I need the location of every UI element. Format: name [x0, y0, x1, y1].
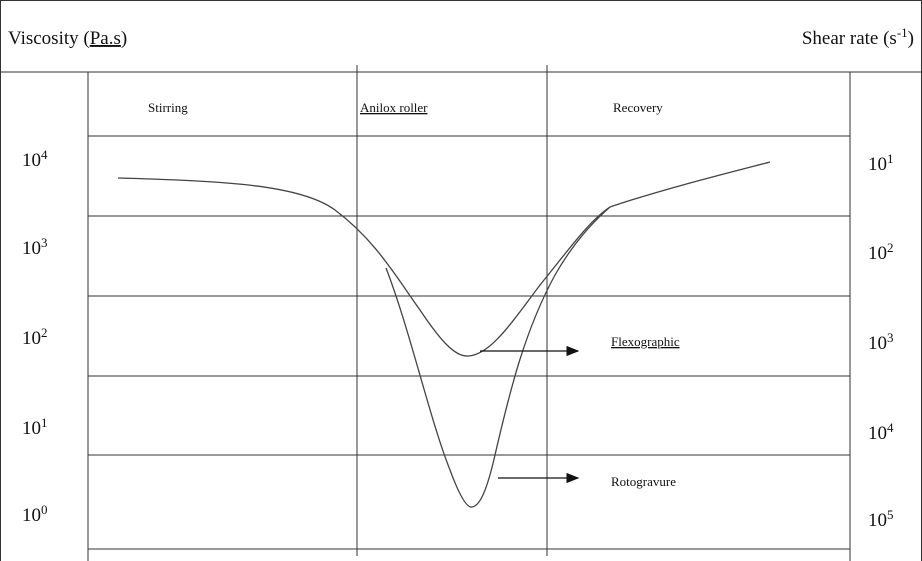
left_axis-label: 102 [22, 325, 48, 349]
right_axis-label: 101 [868, 151, 894, 175]
left_axis-label: 103 [22, 235, 48, 259]
header-left: Viscosity (Pa.s) [8, 28, 127, 49]
phase-label: Recovery [613, 100, 663, 115]
right_axis-label: 105 [868, 507, 894, 531]
right_axis-label: 102 [868, 240, 894, 264]
right_axis-label: 104 [868, 420, 894, 444]
phase-label: Anilox roller [360, 100, 428, 115]
right_axis-label: 103 [868, 330, 894, 354]
left_axis-label: 104 [22, 147, 48, 171]
left_axis-label: 100 [22, 502, 48, 526]
phase-label: Stirring [148, 100, 188, 115]
curve-label: Rotogravure [611, 474, 676, 489]
rotogravure-curve [385, 206, 611, 508]
header-right: Shear rate (s-1) [802, 25, 914, 49]
left_axis-label: 101 [22, 415, 48, 439]
curve-label: Flexographic [611, 334, 680, 349]
flexographic-curve [117, 161, 771, 357]
